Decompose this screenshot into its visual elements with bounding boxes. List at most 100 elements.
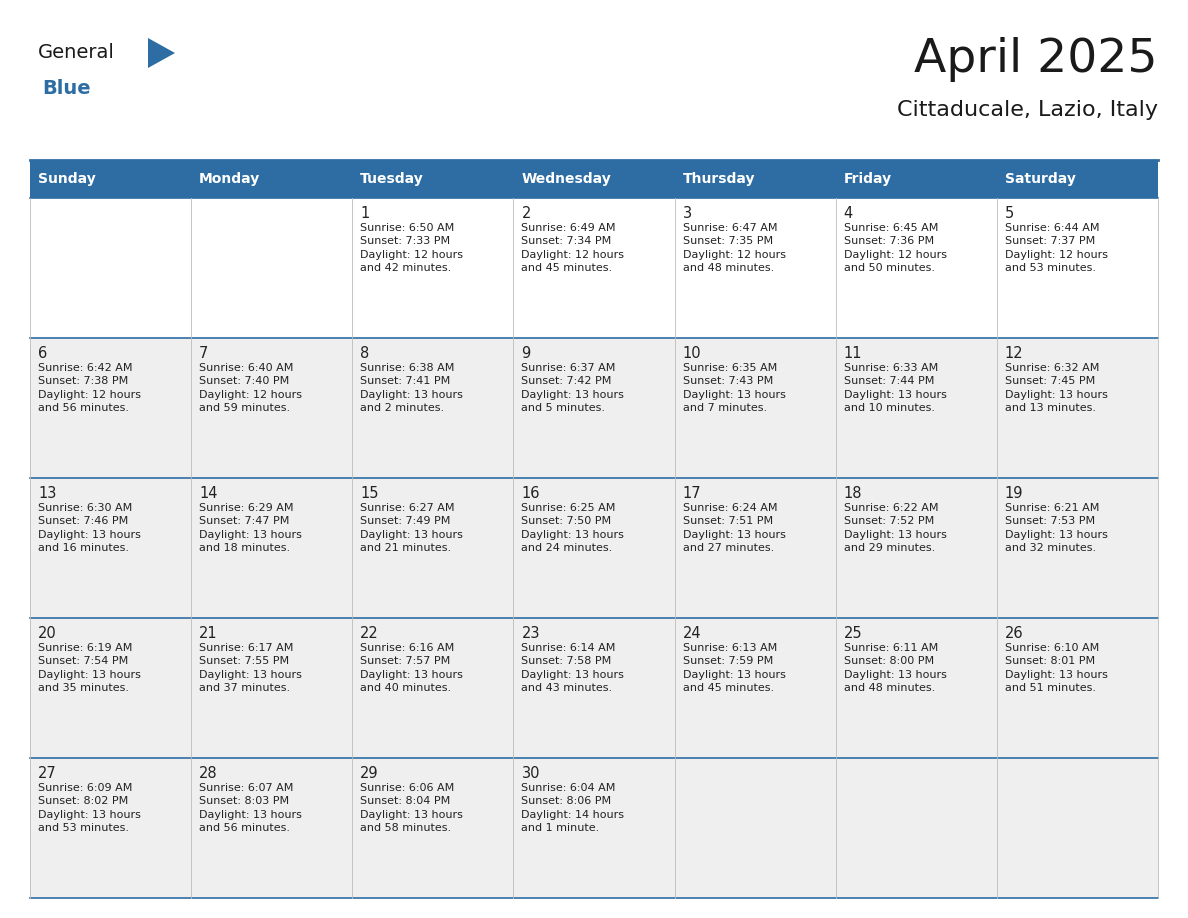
Text: Sunset: 7:45 PM: Sunset: 7:45 PM (1005, 376, 1095, 386)
Text: and 5 minutes.: and 5 minutes. (522, 403, 606, 413)
Text: 4: 4 (843, 206, 853, 221)
Text: 1: 1 (360, 206, 369, 221)
Text: Daylight: 13 hours: Daylight: 13 hours (200, 670, 302, 680)
Text: Sunrise: 6:47 AM: Sunrise: 6:47 AM (683, 223, 777, 233)
Text: Sunrise: 6:11 AM: Sunrise: 6:11 AM (843, 643, 939, 653)
Text: Sunrise: 6:49 AM: Sunrise: 6:49 AM (522, 223, 617, 233)
Text: Sunrise: 6:29 AM: Sunrise: 6:29 AM (200, 503, 293, 513)
Bar (191, 478, 353, 618)
Text: 7: 7 (200, 346, 209, 361)
Text: 9: 9 (522, 346, 531, 361)
Bar (835, 618, 997, 758)
Text: and 18 minutes.: and 18 minutes. (200, 543, 290, 554)
Text: Daylight: 14 hours: Daylight: 14 hours (522, 810, 625, 820)
Text: and 56 minutes.: and 56 minutes. (38, 403, 129, 413)
Text: Sunset: 7:46 PM: Sunset: 7:46 PM (38, 516, 128, 526)
Text: Daylight: 13 hours: Daylight: 13 hours (843, 530, 947, 540)
Bar (30, 338, 191, 478)
Text: Sunset: 7:43 PM: Sunset: 7:43 PM (683, 376, 773, 386)
Bar (675, 758, 835, 898)
Text: Daylight: 13 hours: Daylight: 13 hours (200, 810, 302, 820)
Text: Sunrise: 6:19 AM: Sunrise: 6:19 AM (38, 643, 132, 653)
Bar (835, 758, 997, 898)
Text: 21: 21 (200, 626, 217, 641)
Text: Daylight: 13 hours: Daylight: 13 hours (843, 670, 947, 680)
Text: Daylight: 13 hours: Daylight: 13 hours (683, 670, 785, 680)
Bar (191, 198, 353, 338)
Text: Monday: Monday (200, 172, 260, 186)
Text: and 53 minutes.: and 53 minutes. (1005, 263, 1095, 274)
Text: Sunrise: 6:16 AM: Sunrise: 6:16 AM (360, 643, 455, 653)
Text: Sunset: 7:57 PM: Sunset: 7:57 PM (360, 656, 450, 666)
Bar (353, 198, 513, 338)
Text: and 45 minutes.: and 45 minutes. (522, 263, 613, 274)
Bar (30, 618, 191, 758)
Text: Thursday: Thursday (683, 172, 756, 186)
Text: and 43 minutes.: and 43 minutes. (522, 683, 613, 693)
Text: 2: 2 (522, 206, 531, 221)
Text: Sunset: 8:04 PM: Sunset: 8:04 PM (360, 796, 450, 806)
Text: 29: 29 (360, 766, 379, 781)
Bar (513, 160, 675, 198)
Bar (30, 198, 191, 338)
Text: and 51 minutes.: and 51 minutes. (1005, 683, 1095, 693)
Text: 25: 25 (843, 626, 862, 641)
Text: General: General (38, 42, 115, 62)
Text: Daylight: 12 hours: Daylight: 12 hours (683, 250, 785, 260)
Text: 13: 13 (38, 486, 57, 501)
Text: Sunrise: 6:04 AM: Sunrise: 6:04 AM (522, 783, 615, 793)
Text: Sunset: 7:58 PM: Sunset: 7:58 PM (522, 656, 612, 666)
Text: 16: 16 (522, 486, 541, 501)
Text: Sunset: 7:51 PM: Sunset: 7:51 PM (683, 516, 772, 526)
Text: Daylight: 12 hours: Daylight: 12 hours (200, 390, 302, 400)
Text: Sunrise: 6:06 AM: Sunrise: 6:06 AM (360, 783, 455, 793)
Text: and 53 minutes.: and 53 minutes. (38, 823, 129, 834)
Bar (513, 338, 675, 478)
Text: Sunset: 7:41 PM: Sunset: 7:41 PM (360, 376, 450, 386)
Text: Sunrise: 6:37 AM: Sunrise: 6:37 AM (522, 363, 615, 373)
Text: 22: 22 (360, 626, 379, 641)
Text: Sunrise: 6:10 AM: Sunrise: 6:10 AM (1005, 643, 1099, 653)
Bar (997, 198, 1158, 338)
Text: Daylight: 12 hours: Daylight: 12 hours (522, 250, 625, 260)
Text: Daylight: 13 hours: Daylight: 13 hours (522, 390, 625, 400)
Bar (835, 160, 997, 198)
Text: Sunset: 7:47 PM: Sunset: 7:47 PM (200, 516, 290, 526)
Bar (675, 198, 835, 338)
Bar (675, 160, 835, 198)
Text: 23: 23 (522, 626, 541, 641)
Text: Sunset: 7:59 PM: Sunset: 7:59 PM (683, 656, 773, 666)
Text: Daylight: 13 hours: Daylight: 13 hours (1005, 530, 1107, 540)
Text: 17: 17 (683, 486, 701, 501)
Text: and 24 minutes.: and 24 minutes. (522, 543, 613, 554)
Bar (997, 338, 1158, 478)
Bar (191, 338, 353, 478)
Text: 14: 14 (200, 486, 217, 501)
Text: 11: 11 (843, 346, 862, 361)
Text: and 21 minutes.: and 21 minutes. (360, 543, 451, 554)
Text: 5: 5 (1005, 206, 1015, 221)
Text: Sunset: 7:38 PM: Sunset: 7:38 PM (38, 376, 128, 386)
Text: April 2025: April 2025 (915, 38, 1158, 83)
Text: and 32 minutes.: and 32 minutes. (1005, 543, 1097, 554)
Text: Sunset: 7:49 PM: Sunset: 7:49 PM (360, 516, 450, 526)
Text: Daylight: 13 hours: Daylight: 13 hours (522, 670, 625, 680)
Bar (835, 198, 997, 338)
Text: Sunrise: 6:07 AM: Sunrise: 6:07 AM (200, 783, 293, 793)
Text: Sunrise: 6:38 AM: Sunrise: 6:38 AM (360, 363, 455, 373)
Text: Sunset: 7:33 PM: Sunset: 7:33 PM (360, 236, 450, 246)
Text: 30: 30 (522, 766, 541, 781)
Text: 24: 24 (683, 626, 701, 641)
Text: 20: 20 (38, 626, 57, 641)
Text: Daylight: 13 hours: Daylight: 13 hours (522, 530, 625, 540)
Text: Sunrise: 6:40 AM: Sunrise: 6:40 AM (200, 363, 293, 373)
Text: 8: 8 (360, 346, 369, 361)
Text: Sunset: 7:52 PM: Sunset: 7:52 PM (843, 516, 934, 526)
Text: 10: 10 (683, 346, 701, 361)
Text: Sunset: 7:53 PM: Sunset: 7:53 PM (1005, 516, 1095, 526)
Text: Sunset: 7:42 PM: Sunset: 7:42 PM (522, 376, 612, 386)
Text: Sunset: 7:36 PM: Sunset: 7:36 PM (843, 236, 934, 246)
Bar (513, 198, 675, 338)
Text: Sunset: 7:34 PM: Sunset: 7:34 PM (522, 236, 612, 246)
Text: Daylight: 12 hours: Daylight: 12 hours (360, 250, 463, 260)
